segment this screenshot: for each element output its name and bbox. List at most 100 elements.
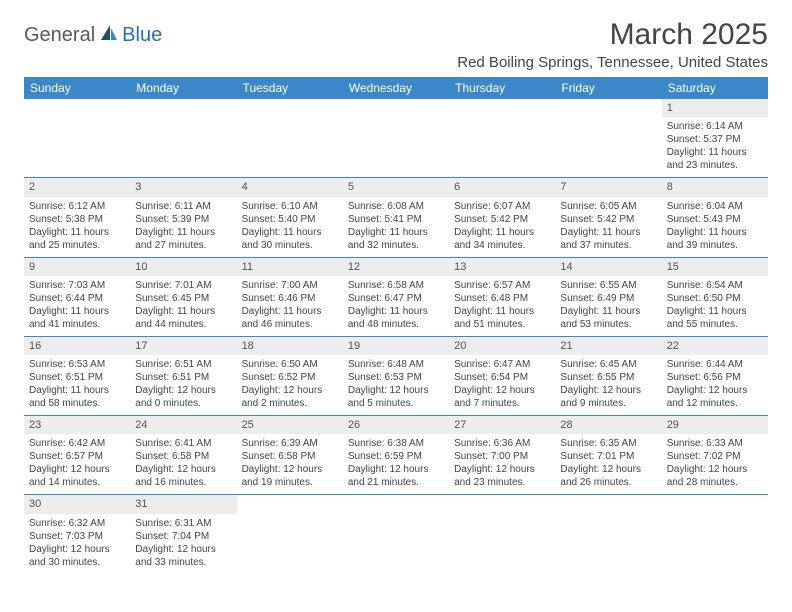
daylight-text: Daylight: 12 hours and 33 minutes. (135, 543, 231, 569)
day-number: 9 (24, 258, 130, 276)
calendar-row: 16 Sunrise: 6:53 AM Sunset: 6:51 PM Dayligh… (24, 336, 768, 415)
sunset-text: Sunset: 7:03 PM (29, 530, 125, 543)
sunrise-text: Sunrise: 6:55 AM (560, 279, 656, 292)
daylight-text: Daylight: 12 hours and 30 minutes. (29, 543, 125, 569)
month-title: March 2025 (457, 18, 768, 52)
calendar-cell: 23Sunrise: 6:42 AMSunset: 6:57 PMDayligh… (24, 416, 130, 495)
header: General Blue March 2025 Red Boiling Spri… (24, 18, 768, 71)
daylight-text: Daylight: 12 hours and 21 minutes. (348, 463, 444, 489)
sunset-text: Sunset: 6:52 PM (242, 371, 338, 384)
daylight-text: Daylight: 12 hours and 5 minutes. (348, 384, 444, 410)
sunset-text: Sunset: 7:00 PM (454, 450, 550, 463)
sunrise-text: Sunrise: 7:01 AM (135, 279, 231, 292)
day-number: 28 (555, 416, 661, 434)
sunrise-text: Sunrise: 6:47 AM (454, 358, 550, 371)
daylight-text: Daylight: 12 hours and 26 minutes. (560, 463, 656, 489)
sunset-text: Sunset: 6:58 PM (242, 450, 338, 463)
day-number: 29 (662, 416, 768, 434)
calendar-body: 1Sunrise: 6:14 AMSunset: 5:37 PMDaylight… (24, 99, 768, 574)
sunrise-text: Sunrise: 7:03 AM (29, 279, 125, 292)
sunrise-text: Sunrise: 6:50 AM (242, 358, 338, 371)
logo-text-blue: Blue (122, 24, 162, 47)
calendar-cell: 30 Sunrise: 6:32 AMSunset: 7:03 PMDayligh… (24, 495, 130, 574)
day-number: 27 (449, 416, 555, 434)
sunrise-text: Sunrise: 6:51 AM (135, 358, 231, 371)
daylight-text: Daylight: 12 hours and 12 minutes. (667, 384, 763, 410)
sunrise-text: Sunrise: 6:07 AM (454, 200, 550, 213)
calendar-row: 2Sunrise: 6:12 AMSunset: 5:38 PMDaylight… (24, 178, 768, 257)
daylight-text: Daylight: 12 hours and 23 minutes. (454, 463, 550, 489)
sunset-text: Sunset: 6:56 PM (667, 371, 763, 384)
sunrise-text: Sunrise: 6:04 AM (667, 200, 763, 213)
calendar-cell (555, 99, 661, 178)
calendar-cell: 19Sunrise: 6:48 AMSunset: 6:53 PMDayligh… (343, 336, 449, 415)
sunrise-text: Sunrise: 6:14 AM (667, 120, 763, 133)
header-sunday: Sunday (24, 77, 130, 99)
day-number: 5 (343, 178, 449, 196)
calendar-row: 30Sunrise: 6:32 AMSunset: 7:03 PMDayligh… (24, 495, 768, 574)
day-number: 25 (237, 416, 343, 434)
calendar-cell: 3Sunrise: 6:11 AMSunset: 5:39 PMDaylight… (130, 178, 236, 257)
daylight-text: Daylight: 12 hours and 7 minutes. (454, 384, 550, 410)
sunrise-text: Sunrise: 6:32 AM (29, 517, 125, 530)
day-number: 16 (24, 337, 130, 355)
sunrise-text: Sunrise: 6:44 AM (667, 358, 763, 371)
daylight-text: Daylight: 11 hours and 41 minutes. (29, 305, 125, 331)
calendar-cell: 20Sunrise: 6:47 AMSunset: 6:54 PMDayligh… (449, 336, 555, 415)
daylight-text: Daylight: 12 hours and 9 minutes. (560, 384, 656, 410)
sunset-text: Sunset: 6:46 PM (242, 292, 338, 305)
calendar-cell: 16Sunrise: 6:53 AMSunset: 6:51 PMDayligh… (24, 336, 130, 415)
sunset-text: Sunset: 6:45 PM (135, 292, 231, 305)
daylight-text: Daylight: 12 hours and 19 minutes. (242, 463, 338, 489)
sunrise-text: Sunrise: 6:54 AM (667, 279, 763, 292)
sunset-text: Sunset: 5:43 PM (667, 213, 763, 226)
calendar-cell (449, 495, 555, 574)
calendar-cell: 28Sunrise: 6:35 AMSunset: 7:01 PMDayligh… (555, 416, 661, 495)
sunset-text: Sunset: 6:58 PM (135, 450, 231, 463)
sunrise-text: Sunrise: 6:36 AM (454, 437, 550, 450)
sunset-text: Sunset: 6:48 PM (454, 292, 550, 305)
sunset-text: Sunset: 7:04 PM (135, 530, 231, 543)
sunset-text: Sunset: 6:51 PM (135, 371, 231, 384)
sail-icon (99, 24, 119, 47)
calendar-cell: 25Sunrise: 6:39 AMSunset: 6:58 PMDayligh… (237, 416, 343, 495)
daylight-text: Daylight: 11 hours and 34 minutes. (454, 226, 550, 252)
day-header-row: Sunday Monday Tuesday Wednesday Thursday… (24, 77, 768, 99)
day-number: 4 (237, 178, 343, 196)
day-number: 11 (237, 258, 343, 276)
daylight-text: Daylight: 11 hours and 27 minutes. (135, 226, 231, 252)
calendar-cell: 27 Sunrise: 6:36 AMSunset: 7:00 PMDayligh… (449, 416, 555, 495)
calendar-cell: 7Sunrise: 6:05 AMSunset: 5:42 PMDaylight… (555, 178, 661, 257)
calendar-row: 9Sunrise: 7:03 AMSunset: 6:44 PMDaylight… (24, 257, 768, 336)
calendar-cell (343, 99, 449, 178)
calendar-cell: 9Sunrise: 7:03 AMSunset: 6:44 PMDaylight… (24, 257, 130, 336)
sunset-text: Sunset: 5:38 PM (29, 213, 125, 226)
sunset-text: Sunset: 5:42 PM (454, 213, 550, 226)
day-number: 30 (24, 495, 130, 513)
daylight-text: Daylight: 11 hours and 48 minutes. (348, 305, 444, 331)
daylight-text: Daylight: 11 hours and 55 minutes. (667, 305, 763, 331)
calendar-cell: 5Sunrise: 6:08 AMSunset: 5:41 PMDaylight… (343, 178, 449, 257)
header-wednesday: Wednesday (343, 77, 449, 99)
calendar-cell: 6Sunrise: 6:07 AMSunset: 5:42 PMDaylight… (449, 178, 555, 257)
sunrise-text: Sunrise: 6:57 AM (454, 279, 550, 292)
sunrise-text: Sunrise: 6:12 AM (29, 200, 125, 213)
header-monday: Monday (130, 77, 236, 99)
day-number: 22 (662, 337, 768, 355)
day-number: 3 (130, 178, 236, 196)
calendar-table: Sunday Monday Tuesday Wednesday Thursday… (24, 77, 768, 574)
daylight-text: Daylight: 12 hours and 28 minutes. (667, 463, 763, 489)
calendar-row: 1Sunrise: 6:14 AMSunset: 5:37 PMDaylight… (24, 99, 768, 178)
sunset-text: Sunset: 6:49 PM (560, 292, 656, 305)
sunrise-text: Sunrise: 6:35 AM (560, 437, 656, 450)
daylight-text: Daylight: 12 hours and 16 minutes. (135, 463, 231, 489)
title-block: March 2025 Red Boiling Springs, Tennesse… (457, 18, 768, 71)
sunrise-text: Sunrise: 6:45 AM (560, 358, 656, 371)
calendar-cell: 21Sunrise: 6:45 AMSunset: 6:55 PMDayligh… (555, 336, 661, 415)
calendar-cell (449, 99, 555, 178)
day-number: 13 (449, 258, 555, 276)
sunset-text: Sunset: 6:50 PM (667, 292, 763, 305)
sunrise-text: Sunrise: 6:53 AM (29, 358, 125, 371)
day-number: 26 (343, 416, 449, 434)
sunset-text: Sunset: 6:57 PM (29, 450, 125, 463)
